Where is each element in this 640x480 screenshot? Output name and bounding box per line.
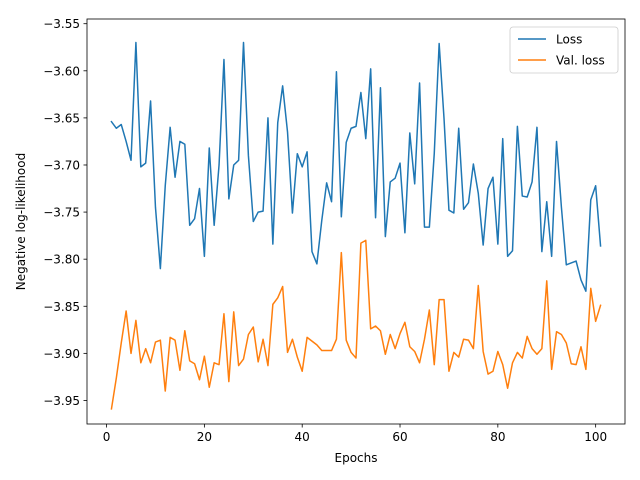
y-tick-label: −3.60 [43,64,80,78]
y-tick-label: −3.95 [43,394,80,408]
y-axis-label: Negative log-likelihood [14,153,28,290]
x-tick-label: 20 [197,430,212,444]
legend-label-loss: Loss [556,33,582,47]
y-axis-ticks: −3.95 −3.90 −3.85 −3.80 −3.75 −3.70 −3.65 −3.60… [43,17,87,408]
x-axis-label: Epochs [335,451,378,465]
y-tick-label: −3.80 [43,253,80,267]
series-layer [110,41,602,410]
y-tick-label: −3.85 [43,300,80,314]
legend: Loss Val. loss [509,26,619,74]
x-tick-label: 40 [295,430,310,444]
x-tick-label: 100 [584,430,607,444]
y-tick-label: −3.55 [43,17,80,31]
x-tick-label: 60 [392,430,407,444]
x-tick-label: 80 [490,430,505,444]
y-tick-label: −3.70 [43,158,80,172]
legend-label-val-loss: Val. loss [556,54,605,68]
series-line-loss [110,41,602,292]
x-axis-ticks: 0 20 40 60 80 100 [103,424,607,444]
y-tick-label: −3.90 [43,347,80,361]
axes-frame [86,18,626,425]
x-tick-label: 0 [103,430,111,444]
y-tick-label: −3.75 [43,206,80,220]
series-line-val-loss [110,239,602,410]
y-tick-label: −3.65 [43,111,80,125]
